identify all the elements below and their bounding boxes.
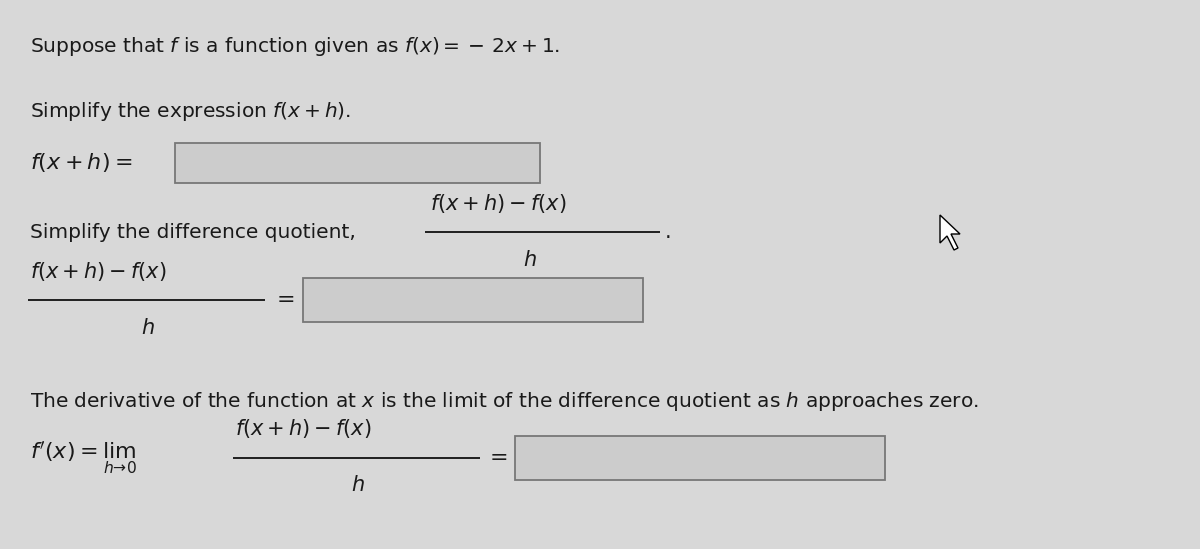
Text: .: . [665,222,672,242]
Bar [175,143,540,183]
Text: $h$: $h$ [350,475,365,495]
Bar [515,436,886,480]
Text: $f(x + h) - f(x)$: $f(x + h) - f(x)$ [30,260,167,283]
Text: $h$: $h$ [523,250,536,270]
Polygon shape [940,215,960,250]
Text: =: = [277,290,295,310]
Bar [302,278,643,322]
Text: $f'(x) = \lim_{h \to 0}$: $f'(x) = \lim_{h \to 0}$ [30,440,137,477]
Text: $f(x + h) - f(x)$: $f(x + h) - f(x)$ [235,417,372,440]
Text: The derivative of the function at $x$ is the limit of the difference quotient as: The derivative of the function at $x$ is… [30,390,979,413]
Text: Simplify the difference quotient,: Simplify the difference quotient, [30,222,356,242]
Text: Suppose that $f$ is a function given as $f(x) = -\,2x + 1$.: Suppose that $f$ is a function given as … [30,35,560,58]
Text: $f(x + h) =$: $f(x + h) =$ [30,152,132,175]
Text: =: = [490,448,509,468]
Text: Simplify the expression $f(x + h)$.: Simplify the expression $f(x + h)$. [30,100,350,123]
Text: $h$: $h$ [140,318,155,338]
Text: $f(x + h) - f(x)$: $f(x + h) - f(x)$ [430,192,566,215]
